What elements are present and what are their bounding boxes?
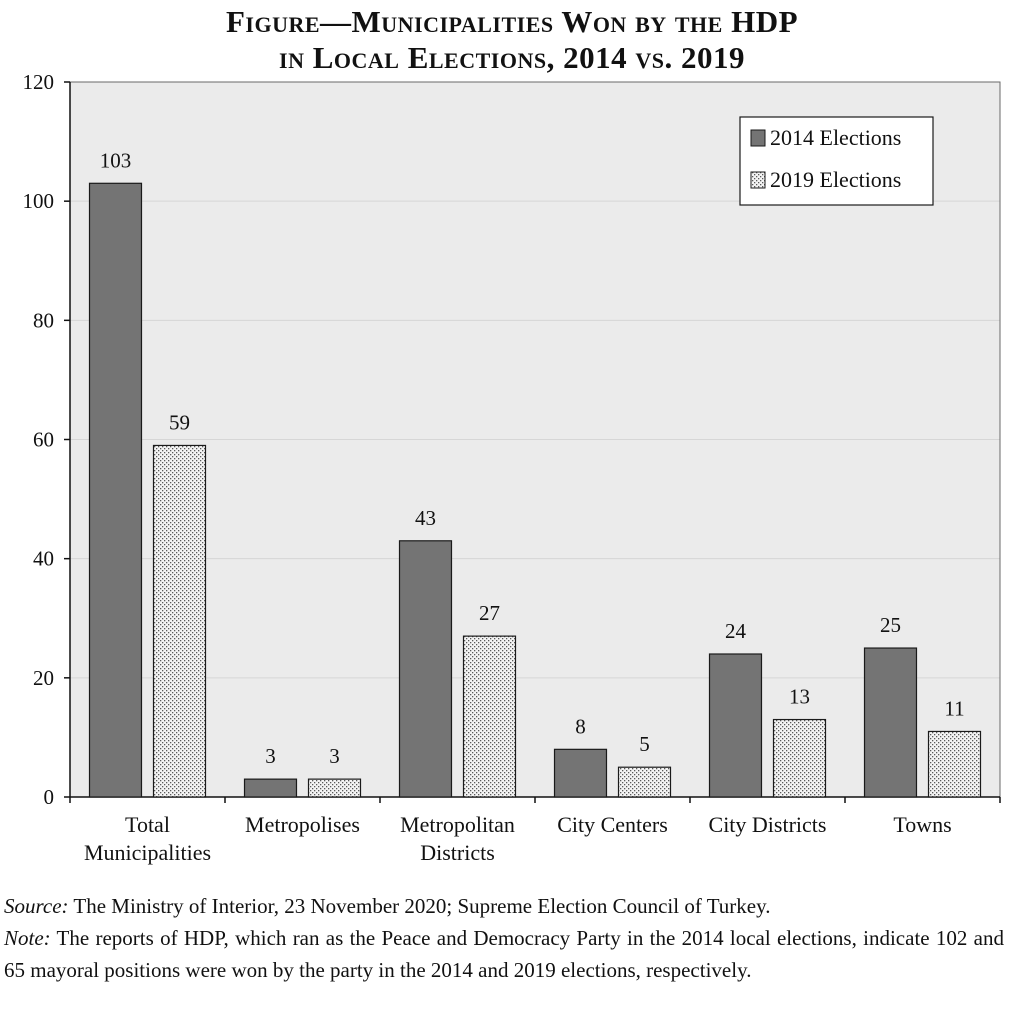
- bar-2014-4: [708, 653, 763, 798]
- y-tick-label-0: 0: [44, 785, 55, 809]
- bar-2019-2: [462, 635, 517, 798]
- x-category-label-0-0: Total: [125, 812, 170, 837]
- legend-swatch-2014: [750, 129, 766, 147]
- data-label-2019-3: 5: [639, 732, 650, 756]
- bar-2014-2: [398, 540, 453, 798]
- y-tick-label-4: 80: [33, 308, 54, 332]
- note-label: Note:: [4, 926, 51, 950]
- bar-2014-5: [863, 647, 918, 798]
- data-label-2019-1: 3: [329, 744, 340, 768]
- x-category-label-3-0: City Centers: [557, 812, 668, 837]
- y-tick-label-6: 120: [23, 70, 55, 94]
- bar-2014-3: [553, 748, 608, 798]
- note-text: The reports of HDP, which ran as the Pea…: [4, 926, 1004, 982]
- bar-2019-3: [617, 766, 672, 798]
- x-category-label-5-0: Towns: [893, 812, 951, 837]
- bar-2014-1: [243, 778, 298, 798]
- y-tick-label-2: 40: [33, 547, 54, 571]
- data-label-2019-2: 27: [479, 601, 500, 625]
- data-label-2019-4: 13: [789, 685, 810, 709]
- legend-swatch-2019: [750, 171, 766, 189]
- bar-2019-4: [772, 718, 827, 798]
- x-category-label-2-0: Metropolitan: [400, 812, 515, 837]
- x-category-label-2-1: Districts: [420, 840, 495, 865]
- data-label-2014-1: 3: [265, 744, 276, 768]
- chart-notes: Source: The Ministry of Interior, 23 Nov…: [4, 890, 1004, 986]
- x-category-label-4-0: City Districts: [709, 812, 827, 837]
- legend-label-2014: 2014 Elections: [770, 125, 901, 150]
- chart-title: Figure—Municipalities Won by the HDP in …: [0, 4, 1024, 76]
- legend-label-2019: 2019 Elections: [770, 167, 901, 192]
- source-text: The Ministry of Interior, 23 November 20…: [68, 894, 771, 918]
- bar-chart: 0 20 40 60 80 100 120 103 59 Total Municipalities 3…: [23, 70, 1001, 865]
- data-label-2019-5: 11: [944, 696, 964, 720]
- data-label-2014-5: 25: [880, 613, 901, 637]
- source-note: Source: The Ministry of Interior, 23 Nov…: [4, 890, 1004, 922]
- bar-2019-0: [152, 444, 207, 798]
- data-label-2019-0: 59: [169, 410, 190, 434]
- x-category-label-1-0: Metropolises: [245, 812, 360, 837]
- data-label-2014-0: 103: [100, 148, 132, 172]
- chart-title-line-2: in Local Elections, 2014 vs. 2019: [279, 40, 745, 75]
- chart-title-line-1: Figure—Municipalities Won by the HDP: [225, 4, 799, 39]
- y-tick-label-3: 60: [33, 428, 54, 452]
- plot-area: 0 20 40 60 80 100 120 103 59 Total Municipalities 3…: [23, 70, 1001, 865]
- data-label-2014-2: 43: [415, 506, 436, 530]
- bar-2014-0: [88, 182, 143, 798]
- y-tick-label-5: 100: [23, 189, 55, 213]
- x-category-label-0-1: Municipalities: [84, 840, 211, 865]
- legend-box: [739, 116, 934, 206]
- bar-2019-1: [307, 778, 362, 798]
- source-label: Source:: [4, 894, 69, 918]
- footnote: Note: The reports of HDP, which ran as t…: [4, 922, 1004, 986]
- data-label-2014-4: 24: [725, 619, 747, 643]
- bar-2019-5: [927, 730, 982, 798]
- data-label-2014-3: 8: [575, 714, 586, 738]
- y-tick-label-1: 20: [33, 666, 54, 690]
